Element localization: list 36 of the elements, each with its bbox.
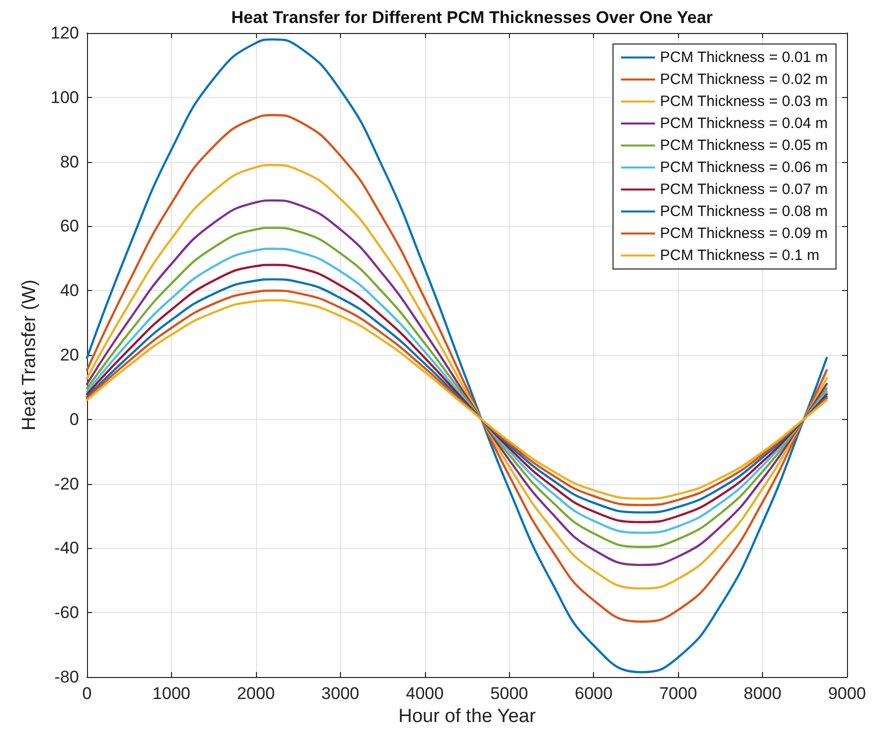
x-tick-label: 4000: [406, 684, 444, 703]
chart-title: Heat Transfer for Different PCM Thicknesses Over One Year: [231, 8, 714, 27]
x-tick-label: 9000: [828, 684, 866, 703]
x-tick-label: 2000: [236, 684, 275, 703]
x-tick-label: 5000: [490, 684, 528, 703]
legend-label: PCM Thickness = 0.03 m: [660, 93, 828, 110]
x-tick-label: 8000: [744, 684, 782, 703]
legend-label: PCM Thickness = 0.06 m: [660, 159, 828, 176]
x-tick-label: 3000: [321, 684, 360, 703]
x-axis-title: Hour of the Year: [398, 706, 536, 727]
x-tick-label: 7000: [659, 684, 698, 703]
legend-label: PCM Thickness = 0.09 m: [660, 225, 828, 242]
y-tick-label: 60: [60, 216, 79, 236]
line-series: [86, 114, 828, 623]
x-tick-label: 1000: [152, 684, 190, 703]
y-tick-label: -40: [54, 538, 79, 558]
y-tick-label: -20: [54, 474, 79, 494]
y-tick-label: 120: [50, 24, 79, 42]
y-tick-label: 20: [60, 346, 79, 364]
y-axis-title: Heat Transfer (W): [19, 280, 40, 430]
legend-label: PCM Thickness = 0.04 m: [660, 115, 828, 132]
legend-label: PCM Thickness = 0.07 m: [660, 181, 828, 198]
y-tick-label: -60: [54, 603, 79, 622]
y-tick-label: 80: [60, 152, 79, 172]
x-tick-label: 0: [82, 684, 92, 703]
y-tick-label: -80: [54, 668, 79, 686]
legend-label: PCM Thickness = 0.01 m: [660, 49, 828, 66]
y-tick-label: 100: [50, 88, 79, 107]
legend-label: PCM Thickness = 0.02 m: [660, 71, 828, 88]
legend-label: PCM Thickness = 0.1 m: [660, 247, 820, 264]
legend-label: PCM Thickness = 0.08 m: [660, 203, 828, 220]
line-series: [86, 38, 828, 674]
y-tick-label: 0: [70, 410, 79, 429]
x-tick-label: 6000: [574, 684, 613, 703]
legend-label: PCM Thickness = 0.05 m: [660, 137, 828, 154]
y-tick-label: 40: [60, 281, 79, 300]
